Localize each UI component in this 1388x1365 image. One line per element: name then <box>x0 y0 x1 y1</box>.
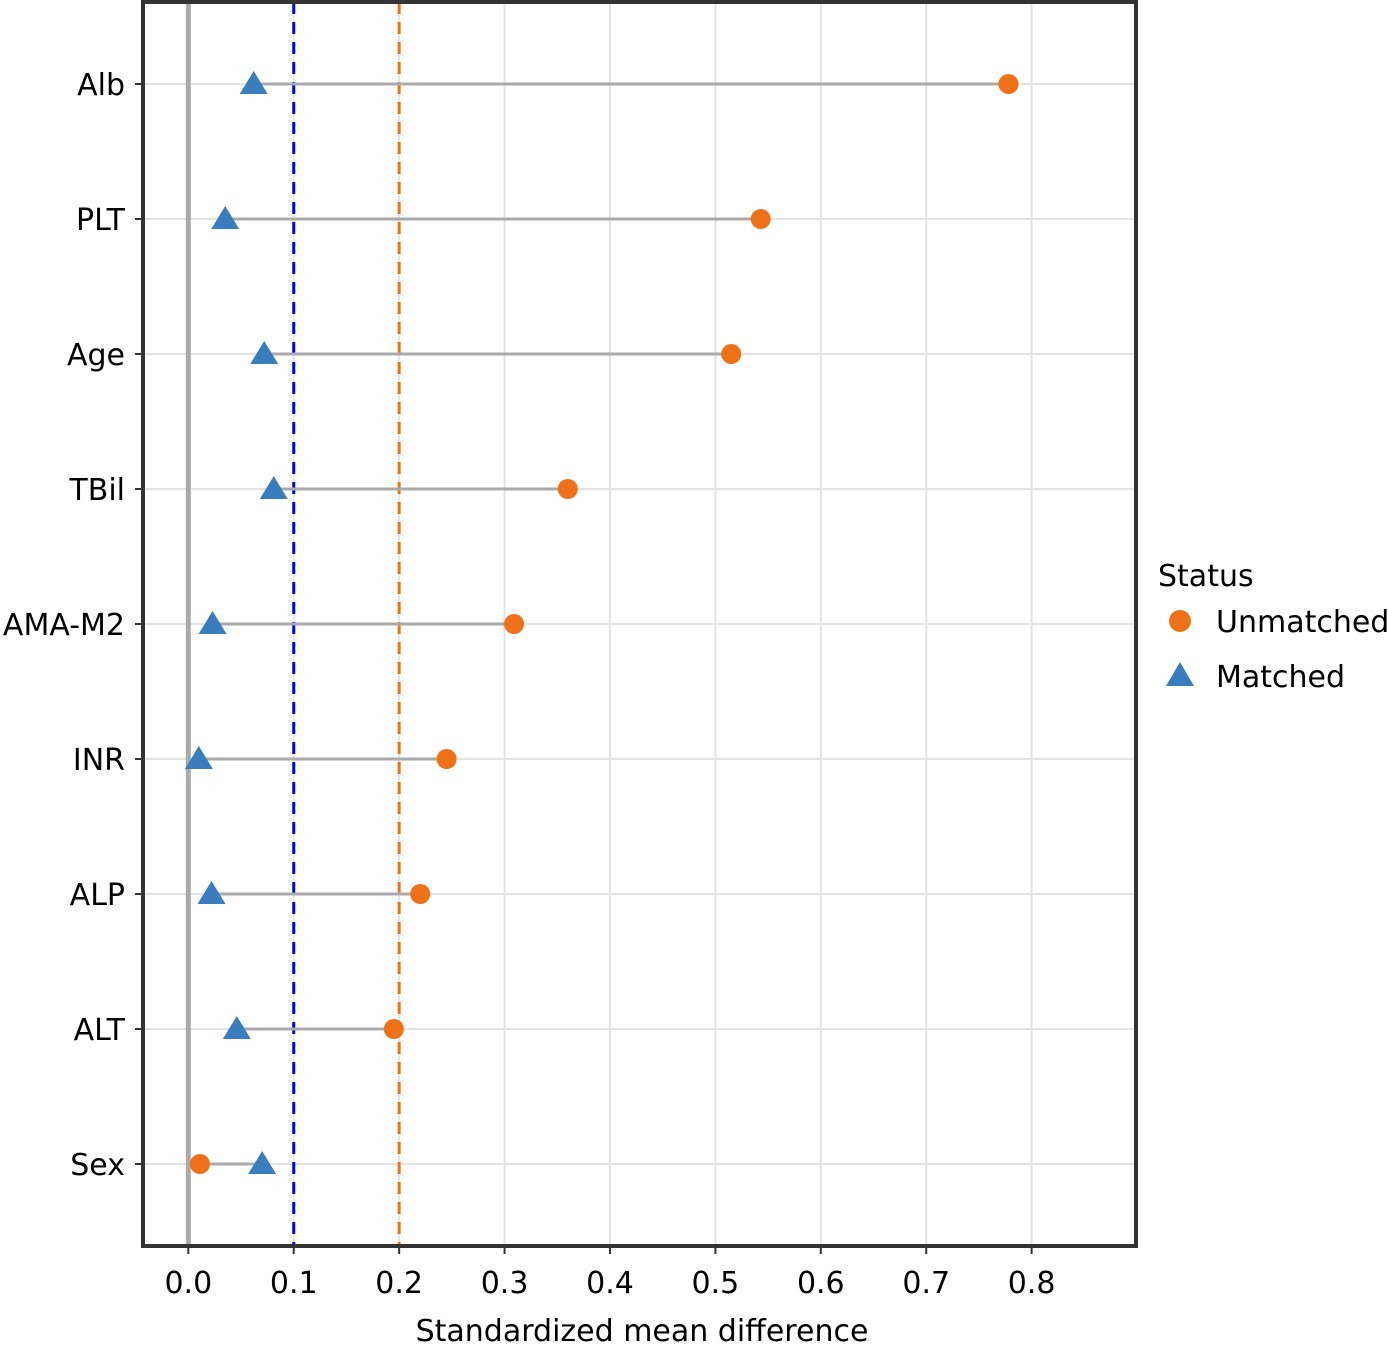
matched-point <box>259 476 288 499</box>
legend-unmatched-label: Unmatched <box>1216 605 1388 640</box>
y-tick-label: ALT <box>74 1013 126 1048</box>
unmatched-point <box>383 1019 404 1039</box>
x-tick-label: 0.5 <box>692 1266 740 1301</box>
x-tick-labels: 0.0 0.1 0.2 0.3 0.4 0.5 0.6 0.7 0.8 <box>164 1246 1055 1301</box>
unmatched-point <box>189 1154 210 1174</box>
y-tick-labels: Alb PLT Age TBil AMA-M2 INR ALP ALT Sex <box>3 68 143 1183</box>
x-tick-label: 0.3 <box>481 1266 529 1301</box>
y-tick-label: PLT <box>76 203 126 238</box>
matched-point <box>239 71 268 94</box>
y-tick-label: ALP <box>70 878 125 913</box>
y-tick-label: AMA-M2 <box>3 608 125 643</box>
unmatched-point <box>998 74 1019 94</box>
x-tick-label: 0.7 <box>902 1266 950 1301</box>
y-tick-label: TBil <box>68 473 125 508</box>
y-tick-label: Sex <box>70 1148 125 1183</box>
unmatched-point <box>410 884 431 904</box>
matched-point <box>211 206 240 229</box>
x-axis-label: Standardized mean difference <box>416 1314 869 1349</box>
y-tick-label: INR <box>73 743 125 778</box>
unmatched-point <box>721 344 742 364</box>
y-tick-label: Alb <box>77 68 125 103</box>
legend-unmatched-marker <box>1169 610 1191 632</box>
matched-point <box>197 881 226 904</box>
matched-point <box>198 611 227 634</box>
unmatched-point <box>750 209 771 229</box>
x-tick-label: 0.6 <box>797 1266 845 1301</box>
x-tick-label: 0.1 <box>270 1266 318 1301</box>
x-tick-label: 0.4 <box>586 1266 634 1301</box>
x-tick-label: 0.0 <box>164 1266 212 1301</box>
unmatched-point <box>557 479 578 499</box>
y-tick-label: Age <box>67 338 125 373</box>
legend-matched-marker <box>1166 662 1194 686</box>
legend: Status Unmatched Matched <box>1158 559 1388 695</box>
x-tick-label: 0.8 <box>1008 1266 1056 1301</box>
legend-title: Status <box>1158 559 1254 594</box>
data-marks <box>184 71 1019 1174</box>
matched-point <box>184 746 213 769</box>
unmatched-point <box>436 749 457 769</box>
unmatched-point <box>504 614 525 634</box>
matched-point <box>250 341 279 364</box>
matched-point <box>248 1151 277 1174</box>
x-tick-label: 0.2 <box>375 1266 423 1301</box>
legend-matched-label: Matched <box>1216 660 1345 695</box>
matched-point <box>222 1016 251 1039</box>
